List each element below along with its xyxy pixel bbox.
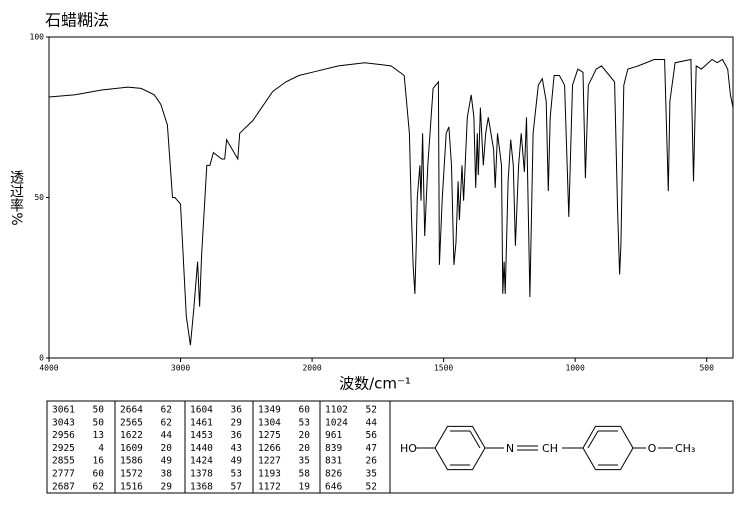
wavenumber-cell: 3061	[52, 405, 75, 416]
structure-diagram: HO N CH O CH₃	[400, 425, 695, 471]
atom-label: N	[506, 442, 514, 455]
wavenumber-cell: 1604	[190, 405, 213, 416]
transmittance-cell: 43	[231, 443, 242, 454]
transmittance-cell: 19	[299, 481, 311, 492]
wavenumber-cell: 1102	[325, 405, 348, 416]
wavenumber-cell: 1304	[258, 417, 281, 428]
transmittance-cell: 36	[231, 430, 243, 441]
transmittance-cell: 16	[93, 456, 105, 467]
transmittance-cell: 4	[98, 443, 104, 454]
transmittance-cell: 49	[161, 456, 173, 467]
x-tick-label: 2000	[302, 364, 321, 373]
wavenumber-cell: 1378	[190, 469, 213, 480]
transmittance-cell: 38	[161, 469, 173, 480]
transmittance-cell: 44	[366, 417, 378, 428]
benzene-ring	[582, 425, 634, 471]
wavenumber-cell: 1586	[120, 456, 143, 467]
spectrum-line	[48, 58, 734, 346]
wavenumber-cell: 1024	[325, 417, 348, 428]
x-tick-label: 4000	[39, 364, 58, 373]
transmittance-cell: 62	[161, 417, 172, 428]
x-tick-label: 1500	[434, 364, 453, 373]
x-tick-label: 1000	[566, 364, 585, 373]
wavenumber-cell: 961	[325, 430, 342, 441]
y-tick-label: 100	[30, 33, 45, 42]
transmittance-cell: 20	[299, 430, 311, 441]
wavenumber-cell: 3043	[52, 417, 75, 428]
x-axis-label: 波数/cm⁻¹	[339, 375, 411, 393]
wavenumber-cell: 1193	[258, 469, 281, 480]
wavenumber-cell: 1266	[258, 443, 281, 454]
wavenumber-cell: 1172	[258, 481, 281, 492]
wavenumber-cell: 2565	[120, 417, 143, 428]
wavenumber-cell: 1609	[120, 443, 143, 454]
transmittance-cell: 53	[231, 469, 242, 480]
wavenumber-cell: 839	[325, 443, 342, 454]
transmittance-cell: 49	[231, 456, 243, 467]
transmittance-cell: 57	[231, 481, 242, 492]
transmittance-cell: 36	[231, 405, 243, 416]
y-tick-label: 50	[34, 193, 44, 202]
wavenumber-cell: 2956	[52, 430, 75, 441]
transmittance-cell: 50	[93, 417, 105, 428]
wavenumber-cell: 1349	[258, 405, 281, 416]
wavenumber-cell: 2687	[52, 481, 75, 492]
atom-label: CH	[542, 442, 558, 455]
transmittance-cell: 50	[93, 405, 105, 416]
wavenumber-cell: 1453	[190, 430, 213, 441]
wavenumber-cell: 831	[325, 456, 342, 467]
transmittance-cell: 52	[366, 481, 377, 492]
wavenumber-cell: 2855	[52, 456, 75, 467]
plot-frame	[48, 36, 734, 359]
transmittance-cell: 26	[366, 456, 378, 467]
x-tick-label: 3000	[171, 364, 190, 373]
transmittance-cell: 35	[366, 469, 377, 480]
transmittance-cell: 20	[299, 443, 311, 454]
wavenumber-cell: 1622	[120, 430, 143, 441]
transmittance-cell: 29	[231, 417, 243, 428]
atom-label: CH₃	[675, 442, 695, 455]
chart-title: 石蜡糊法	[45, 11, 109, 30]
transmittance-cell: 60	[299, 405, 311, 416]
transmittance-cell: 20	[161, 443, 173, 454]
transmittance-cell: 53	[299, 417, 310, 428]
transmittance-cell: 52	[366, 405, 377, 416]
ring-bond	[469, 430, 481, 449]
wavenumber-cell: 826	[325, 469, 342, 480]
x-tick-label: 500	[699, 364, 714, 373]
wavenumber-cell: 1424	[190, 456, 213, 467]
transmittance-cell: 13	[93, 430, 104, 441]
transmittance-cell: 47	[366, 443, 377, 454]
y-axis-label: 透过率%	[8, 170, 24, 225]
wavenumber-cell: 1368	[190, 481, 213, 492]
ring-bond	[587, 430, 599, 449]
wavenumber-cell: 2664	[120, 405, 143, 416]
transmittance-cell: 29	[161, 481, 173, 492]
transmittance-cell: 60	[93, 469, 105, 480]
transmittance-cell: 62	[93, 481, 104, 492]
wavenumber-cell: 1275	[258, 430, 281, 441]
transmittance-cell: 44	[161, 430, 173, 441]
transmittance-cell: 62	[161, 405, 172, 416]
benzene-ring	[434, 425, 486, 471]
wavenumber-cell: 1227	[258, 456, 281, 467]
wavenumber-cell: 1461	[190, 417, 213, 428]
transmittance-cell: 58	[299, 469, 311, 480]
y-tick-label: 0	[39, 354, 44, 363]
transmittance-cell: 56	[366, 430, 378, 441]
wavenumber-cell: 1572	[120, 469, 143, 480]
wavenumber-cell: 1516	[120, 481, 143, 492]
wavenumber-cell: 2925	[52, 443, 75, 454]
transmittance-cell: 35	[299, 456, 310, 467]
atom-label: O	[648, 442, 657, 455]
atom-label: HO	[400, 442, 417, 455]
wavenumber-cell: 2777	[52, 469, 75, 480]
wavenumber-cell: 1440	[190, 443, 213, 454]
wavenumber-cell: 646	[325, 481, 342, 492]
